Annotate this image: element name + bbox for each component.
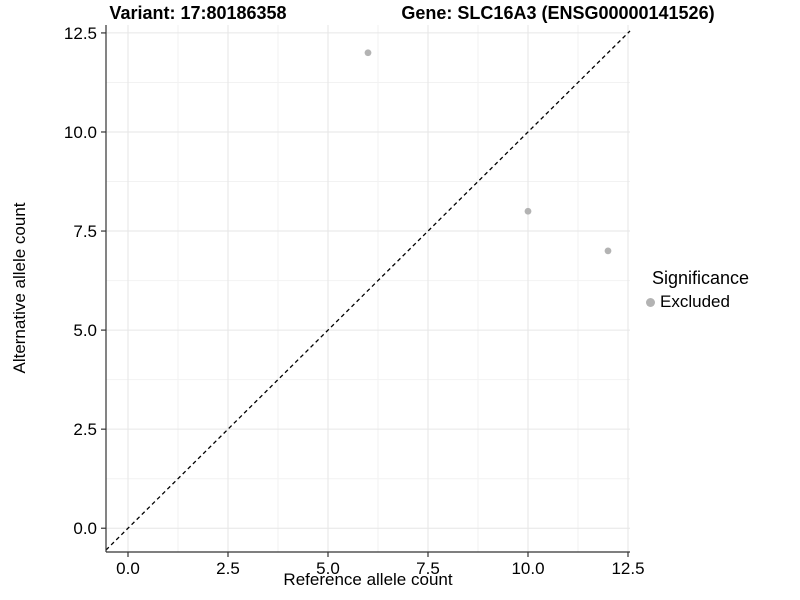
x-tick-label: 2.5 [216,559,240,578]
plot-title-variant: Variant: 17:80186358 [109,3,287,23]
data-point [364,49,372,57]
legend: Significance Excluded [646,268,749,312]
legend-title: Significance [652,268,750,288]
y-tick-label: 10.0 [64,123,97,142]
circle-marker-icon [646,297,655,307]
x-tick-label: 0.0 [116,559,140,578]
y-axis-title: Alternative allele count [10,202,29,374]
data-point [604,247,612,255]
y-tick-label: 2.5 [73,420,97,439]
x-tick-label: 12.5 [611,559,644,578]
y-tick-label: 5.0 [73,321,97,340]
x-axis-title: Reference allele count [283,570,453,589]
plot-title-gene: Gene: SLC16A3 (ENSG00000141526) [401,3,715,23]
y-tick-label: 7.5 [73,222,97,241]
y-tick-label: 0.0 [73,519,97,538]
legend-item-excluded: Excluded [646,292,749,312]
data-point [524,207,532,215]
x-tick-label: 7.5 [416,559,440,578]
identity-dashed-line [105,30,631,551]
x-tick-label: 10.0 [511,559,544,578]
y-tick-label: 12.5 [64,24,97,43]
x-tick-label: 5.0 [316,559,340,578]
legend-item-label: Excluded [660,292,730,311]
